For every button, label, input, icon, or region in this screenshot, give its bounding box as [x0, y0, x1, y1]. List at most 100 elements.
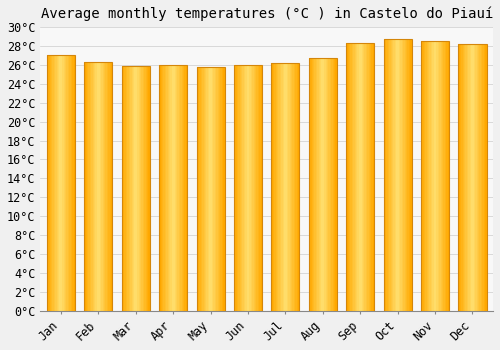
Bar — [390, 39, 392, 311]
Bar — [448, 41, 449, 311]
Bar — [410, 39, 412, 311]
Bar — [292, 63, 294, 311]
Bar — [160, 65, 162, 311]
Bar — [198, 66, 200, 311]
Bar — [102, 62, 104, 311]
Bar — [168, 65, 169, 311]
Bar — [385, 39, 386, 311]
Bar — [246, 65, 248, 311]
Bar — [98, 62, 100, 311]
Bar — [84, 62, 112, 311]
Bar — [90, 62, 92, 311]
Bar — [284, 63, 286, 311]
Bar — [328, 58, 330, 311]
Bar — [147, 66, 148, 311]
Bar — [245, 65, 246, 311]
Bar — [278, 63, 280, 311]
Bar — [126, 66, 128, 311]
Bar — [373, 43, 374, 311]
Bar — [368, 43, 370, 311]
Bar — [169, 65, 170, 311]
Bar — [484, 44, 485, 311]
Bar — [458, 44, 486, 311]
Bar — [425, 41, 426, 311]
Bar — [470, 44, 471, 311]
Bar — [400, 39, 402, 311]
Bar — [272, 63, 273, 311]
Bar — [54, 55, 56, 311]
Bar — [255, 65, 256, 311]
Bar — [480, 44, 481, 311]
Bar — [334, 58, 336, 311]
Bar — [70, 55, 72, 311]
Bar — [358, 43, 359, 311]
Bar — [204, 66, 205, 311]
Bar — [408, 39, 409, 311]
Bar — [296, 63, 298, 311]
Bar — [428, 41, 430, 311]
Bar — [324, 58, 326, 311]
Bar — [51, 55, 52, 311]
Bar — [330, 58, 331, 311]
Bar — [244, 65, 245, 311]
Bar — [392, 39, 394, 311]
Bar — [137, 66, 138, 311]
Bar — [241, 65, 242, 311]
Bar — [159, 65, 187, 311]
Bar — [476, 44, 478, 311]
Bar — [223, 66, 224, 311]
Bar — [298, 63, 300, 311]
Bar — [108, 62, 110, 311]
Bar — [352, 43, 353, 311]
Bar — [214, 66, 215, 311]
Bar — [402, 39, 404, 311]
Bar — [318, 58, 320, 311]
Bar — [86, 62, 87, 311]
Bar — [251, 65, 252, 311]
Bar — [431, 41, 432, 311]
Bar — [394, 39, 395, 311]
Bar — [164, 65, 166, 311]
Bar — [88, 62, 90, 311]
Bar — [96, 62, 97, 311]
Bar — [254, 65, 255, 311]
Bar — [460, 44, 462, 311]
Bar — [467, 44, 468, 311]
Bar — [106, 62, 108, 311]
Bar — [346, 43, 348, 311]
Bar — [87, 62, 88, 311]
Bar — [290, 63, 291, 311]
Bar — [176, 65, 178, 311]
Bar — [140, 66, 141, 311]
Bar — [216, 66, 218, 311]
Bar — [92, 62, 94, 311]
Bar — [172, 65, 173, 311]
Bar — [260, 65, 262, 311]
Bar — [432, 41, 434, 311]
Bar — [309, 58, 337, 311]
Bar — [362, 43, 363, 311]
Bar — [281, 63, 282, 311]
Bar — [48, 55, 50, 311]
Bar — [110, 62, 111, 311]
Bar — [60, 55, 61, 311]
Bar — [146, 66, 147, 311]
Bar — [331, 58, 332, 311]
Bar — [286, 63, 287, 311]
Bar — [174, 65, 176, 311]
Bar — [389, 39, 390, 311]
Bar — [370, 43, 372, 311]
Bar — [430, 41, 431, 311]
Bar — [66, 55, 68, 311]
Bar — [56, 55, 58, 311]
Bar — [47, 55, 75, 311]
Bar — [313, 58, 314, 311]
Bar — [388, 39, 389, 311]
Bar — [398, 39, 399, 311]
Bar — [282, 63, 284, 311]
Bar — [356, 43, 358, 311]
Bar — [236, 65, 238, 311]
Bar — [259, 65, 260, 311]
Bar — [478, 44, 480, 311]
Bar — [442, 41, 444, 311]
